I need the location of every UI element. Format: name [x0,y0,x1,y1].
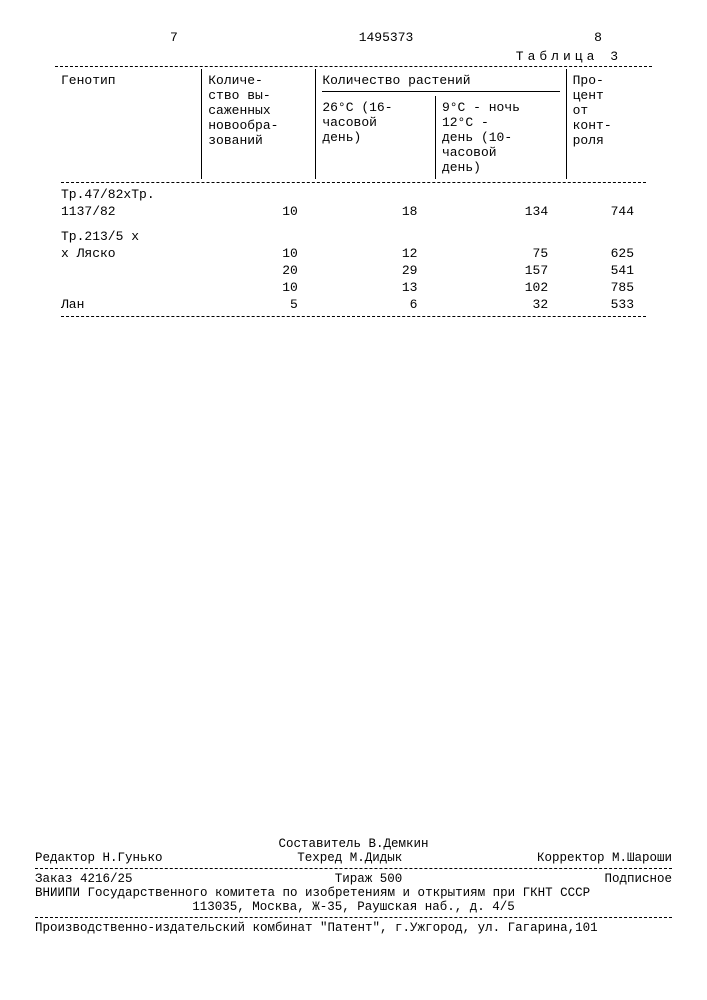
table-row: Лан 5 6 32 533 [55,296,652,313]
page-header: 7 1495373 8 [55,30,652,45]
cell-value: 157 [435,262,566,279]
table-row: Тр.213/5 х [55,228,652,245]
cell-value: 102 [435,279,566,296]
order-number: Заказ 4216/25 [35,872,133,886]
cell-value: 12 [316,245,436,262]
cell-value: 18 [316,203,436,220]
techred: Техред М.Дидык [297,851,402,865]
table-row: Тр.47/82хТр. [55,186,652,203]
vniipi-line1: ВНИИПИ Государственного комитета по изоб… [35,886,672,900]
production-line: Производственно-издательский комбинат "П… [35,921,672,935]
cell-value: 20 [202,262,316,279]
cell-genotype: Тр.213/5 х [55,228,202,245]
subscribed: Подписное [604,872,672,886]
page-left: 7 [170,30,178,45]
cell-genotype: Тр.47/82хТр. [55,186,202,203]
cell-value: 10 [202,245,316,262]
col-header-percent: Про- цент от конт- роля [566,69,652,179]
cell-value: 75 [435,245,566,262]
cell-value: 10 [202,203,316,220]
col-header-planted: Количе- ство вы- саженных новообра- зова… [202,69,316,179]
cell-value: 541 [566,262,652,279]
table-row: 20 29 157 541 [55,262,652,279]
tirazh: Тираж 500 [335,872,403,886]
cell-genotype: Лан [55,296,202,313]
editor: Редактор Н.Гунько [35,851,163,865]
cell-value: 13 [316,279,436,296]
table-caption: Таблица 3 [55,49,652,64]
cell-value: 744 [566,203,652,220]
corrector: Корректор М.Шароши [537,851,672,865]
cell-value: 29 [316,262,436,279]
cell-value: 5 [202,296,316,313]
col-header-genotype: Генотип [55,69,202,179]
cell-value: 533 [566,296,652,313]
col-header-26c: 26°С (16- часовой день) [316,96,436,179]
cell-value: 625 [566,245,652,262]
cell-value: 32 [435,296,566,313]
cell-value: 10 [202,279,316,296]
page-center: 1495373 [359,30,414,45]
table-row: 10 13 102 785 [55,279,652,296]
cell-value: 785 [566,279,652,296]
table-row: х Ляско 10 12 75 625 [55,245,652,262]
col-header-plants-count: Количество растений [316,69,566,96]
table-row: 1137/82 10 18 134 744 [55,203,652,220]
cell-value: 6 [316,296,436,313]
data-table: Генотип Количе- ство вы- саженных новооб… [55,69,652,320]
cell-genotype: х Ляско [55,245,202,262]
col-header-9c: 9°С - ночь 12°С - день (10- часовой день… [435,96,566,179]
page-right: 8 [594,30,602,45]
cell-genotype: 1137/82 [55,203,202,220]
compiler-line: Составитель В.Демкин [35,837,672,851]
cell-value: 134 [435,203,566,220]
colophon: Составитель В.Демкин Редактор Н.Гунько Т… [35,837,672,935]
vniipi-line2: 113035, Москва, Ж-35, Раушская наб., д. … [35,900,672,914]
